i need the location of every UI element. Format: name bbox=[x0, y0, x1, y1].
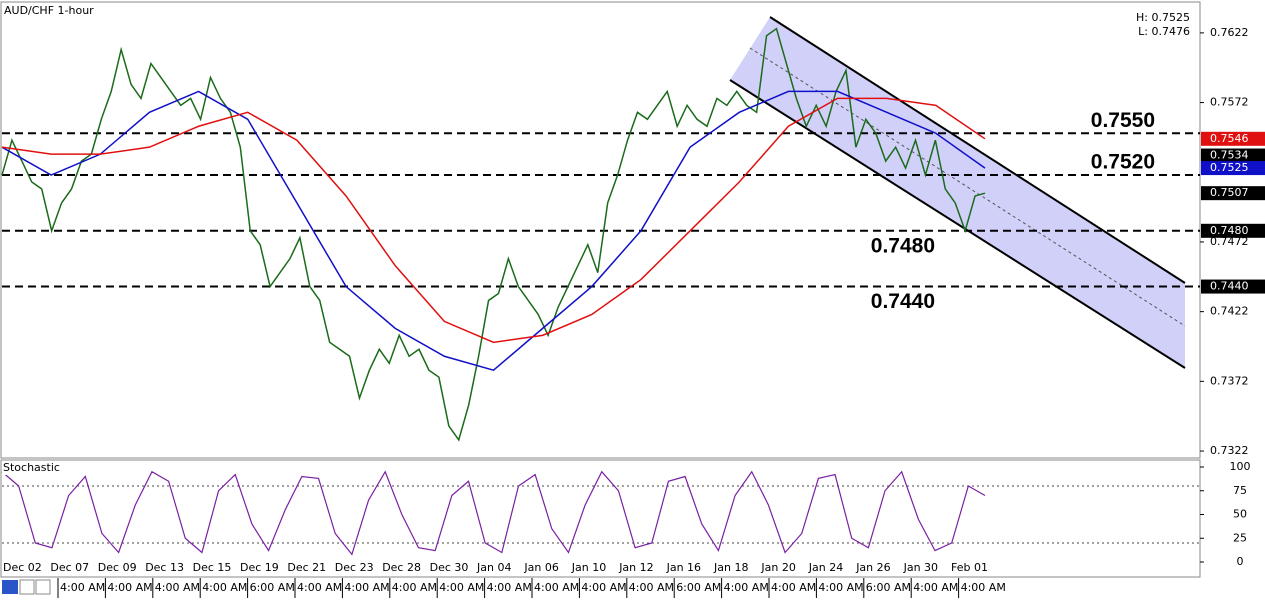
channel-lower bbox=[729, 79, 1186, 369]
channel-fill bbox=[730, 17, 1185, 368]
x-time-label: 6:00 AM bbox=[250, 581, 295, 594]
x-time-label: 4:00 AM bbox=[439, 581, 484, 594]
x-date-label: Feb 01 bbox=[951, 561, 988, 574]
x-time-label: 4:00 AM bbox=[629, 581, 674, 594]
moving-average bbox=[1, 97, 986, 344]
x-time-label: 4:00 AM bbox=[818, 581, 863, 594]
channel-mid bbox=[749, 47, 1186, 327]
stoch-tick-label: 75 bbox=[1233, 484, 1247, 497]
stoch-title-box bbox=[2, 461, 64, 475]
x-time-label: 4:00 AM bbox=[297, 581, 342, 594]
stoch-frame bbox=[0, 459, 1201, 578]
x-date-label: Jan 26 bbox=[855, 561, 890, 574]
level-label: 0.7480 bbox=[871, 234, 935, 257]
price-tag bbox=[1201, 161, 1265, 176]
price-line bbox=[1, 27, 986, 442]
x-date-label: Jan 16 bbox=[666, 561, 701, 574]
x-time-label: 6:00 AM bbox=[866, 581, 911, 594]
x-date-label: Dec 13 bbox=[145, 561, 184, 574]
icon[interactable] bbox=[19, 579, 35, 595]
y-tick-label: 0.7322 bbox=[1210, 444, 1249, 457]
stoch-tick-label: 100 bbox=[1230, 460, 1251, 473]
x-date-label: Dec 23 bbox=[335, 561, 374, 574]
x-time-label: 4:00 AM bbox=[487, 581, 532, 594]
stoch-tick-label: 50 bbox=[1233, 508, 1247, 521]
price-tag bbox=[1201, 131, 1265, 146]
y-tick-label: 0.7572 bbox=[1210, 96, 1249, 109]
price-tag bbox=[1201, 148, 1265, 163]
x-time-label: 4:00 AM bbox=[392, 581, 437, 594]
high-label: H: 0.7525 bbox=[1136, 11, 1190, 24]
level-label: 0.7440 bbox=[871, 290, 935, 313]
x-time-label: 4:00 AM bbox=[202, 581, 247, 594]
x-date-label: Dec 15 bbox=[193, 561, 232, 574]
channel-upper bbox=[769, 16, 1186, 284]
price-tag-label: 0.7480 bbox=[1210, 224, 1249, 237]
moving-average bbox=[1, 90, 986, 372]
price-tag bbox=[1201, 279, 1265, 294]
x-date-label: Jan 12 bbox=[618, 561, 653, 574]
icon[interactable] bbox=[2, 580, 18, 594]
x-time-label: 4:00 AM bbox=[961, 581, 1006, 594]
x-date-label: Dec 07 bbox=[50, 561, 89, 574]
x-date-label: Dec 28 bbox=[382, 561, 421, 574]
x-date-label: Dec 21 bbox=[287, 561, 326, 574]
x-time-label: 6:00 AM bbox=[676, 581, 721, 594]
x-date-label: Dec 30 bbox=[430, 561, 469, 574]
y-tick-label: 0.7622 bbox=[1210, 26, 1249, 39]
title-box bbox=[2, 3, 102, 19]
icon[interactable] bbox=[35, 579, 51, 595]
x-date-label: Dec 09 bbox=[98, 561, 137, 574]
level-label: 0.7550 bbox=[1091, 109, 1155, 132]
x-time-label: 4:00 AM bbox=[107, 581, 152, 594]
x-time-label: 4:00 AM bbox=[724, 581, 769, 594]
x-time-label: 4:00 AM bbox=[913, 581, 958, 594]
x-time-label: 4:00 AM bbox=[155, 581, 200, 594]
chart-title: AUD/CHF 1-hour bbox=[4, 4, 94, 17]
price-tag-label: 0.7440 bbox=[1210, 280, 1249, 293]
x-time-label: 4:00 AM bbox=[344, 581, 389, 594]
stoch-tick-label: 25 bbox=[1233, 531, 1247, 544]
x-date-label: Jan 24 bbox=[808, 561, 843, 574]
y-tick-label: 0.7372 bbox=[1210, 374, 1249, 387]
x-date-label: Jan 20 bbox=[760, 561, 795, 574]
stoch-title: Stochastic bbox=[3, 461, 60, 474]
y-tick-label: 0.7422 bbox=[1210, 305, 1249, 318]
price-tag-label: 0.7525 bbox=[1210, 161, 1249, 174]
price-tag-label: 0.7534 bbox=[1210, 149, 1249, 162]
x-time-label: 4:00 AM bbox=[581, 581, 626, 594]
stoch-tick-label: 0 bbox=[1237, 555, 1244, 568]
x-date-label: Jan 30 bbox=[903, 561, 938, 574]
low-label: L: 0.7476 bbox=[1138, 25, 1190, 38]
level-label: 0.7520 bbox=[1091, 151, 1155, 174]
x-date-label: Jan 06 bbox=[523, 561, 558, 574]
price-tag bbox=[1201, 186, 1265, 201]
x-time-label: 4:00 AM bbox=[60, 581, 105, 594]
x-time-label: 4:00 AM bbox=[534, 581, 579, 594]
x-date-label: Dec 19 bbox=[240, 561, 279, 574]
x-date-label: Jan 10 bbox=[571, 561, 606, 574]
price-tag-label: 0.7507 bbox=[1210, 186, 1249, 199]
stoch-line bbox=[1, 470, 986, 556]
price-tag bbox=[1201, 223, 1265, 238]
y-tick-label: 0.7472 bbox=[1210, 235, 1249, 248]
x-date-label: Jan 04 bbox=[476, 561, 511, 574]
x-time-label: 4:00 AM bbox=[771, 581, 816, 594]
x-date-label: Jan 18 bbox=[713, 561, 748, 574]
price-tag-label: 0.7546 bbox=[1210, 132, 1249, 145]
x-date-label: Dec 02 bbox=[3, 561, 42, 574]
